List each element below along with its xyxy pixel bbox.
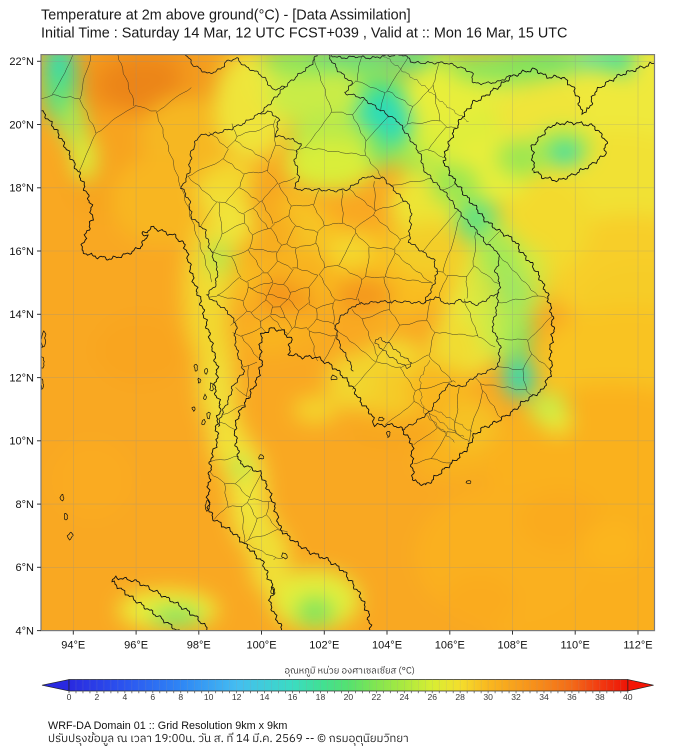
svg-text:102°E: 102°E xyxy=(309,640,339,652)
svg-text:8: 8 xyxy=(178,692,183,702)
svg-text:2: 2 xyxy=(95,692,100,702)
svg-text:40: 40 xyxy=(623,692,633,702)
svg-text:WRF-DA Domain 01 :: Grid Resol: WRF-DA Domain 01 :: Grid Resolution 9km … xyxy=(48,720,287,732)
svg-text:22°N: 22°N xyxy=(9,56,34,68)
svg-text:8°N: 8°N xyxy=(16,499,35,511)
svg-text:10°N: 10°N xyxy=(9,436,34,448)
svg-text:26: 26 xyxy=(427,692,437,702)
svg-text:20: 20 xyxy=(344,692,354,702)
svg-text:Initial Time : Saturday 14 Mar: Initial Time : Saturday 14 Mar, 12 UTC F… xyxy=(41,26,567,42)
svg-text:0: 0 xyxy=(67,692,72,702)
svg-text:28: 28 xyxy=(455,692,465,702)
svg-text:18°N: 18°N xyxy=(9,183,34,195)
svg-text:34: 34 xyxy=(539,692,549,702)
svg-text:96°E: 96°E xyxy=(124,640,148,652)
svg-text:110°E: 110°E xyxy=(561,640,590,652)
svg-text:38: 38 xyxy=(595,692,605,702)
svg-text:16: 16 xyxy=(288,692,298,702)
svg-text:94°E: 94°E xyxy=(61,640,85,652)
svg-text:10: 10 xyxy=(204,692,214,702)
svg-text:108°E: 108°E xyxy=(497,640,527,652)
svg-text:32: 32 xyxy=(511,692,521,702)
svg-text:12°N: 12°N xyxy=(9,372,34,384)
svg-text:6: 6 xyxy=(150,692,155,702)
svg-text:18: 18 xyxy=(316,692,326,702)
svg-text:36: 36 xyxy=(567,692,577,702)
svg-text:6°N: 6°N xyxy=(16,562,35,574)
svg-text:12: 12 xyxy=(232,692,242,702)
svg-text:14°N: 14°N xyxy=(9,309,34,321)
svg-text:4: 4 xyxy=(122,692,127,702)
svg-text:14: 14 xyxy=(260,692,270,702)
svg-text:Temperature at 2m above ground: Temperature at 2m above ground(°C) - [Da… xyxy=(41,8,411,24)
svg-text:30: 30 xyxy=(483,692,493,702)
svg-text:16°N: 16°N xyxy=(9,246,34,258)
svg-text:98°E: 98°E xyxy=(187,640,211,652)
svg-text:20°N: 20°N xyxy=(9,119,34,131)
svg-text:4°N: 4°N xyxy=(16,625,35,637)
svg-text:22: 22 xyxy=(372,692,382,702)
svg-text:106°E: 106°E xyxy=(435,640,465,652)
svg-text:100°E: 100°E xyxy=(246,640,276,652)
svg-text:104°E: 104°E xyxy=(372,640,402,652)
svg-text:112°E: 112°E xyxy=(623,640,652,652)
svg-text:24: 24 xyxy=(399,692,409,702)
